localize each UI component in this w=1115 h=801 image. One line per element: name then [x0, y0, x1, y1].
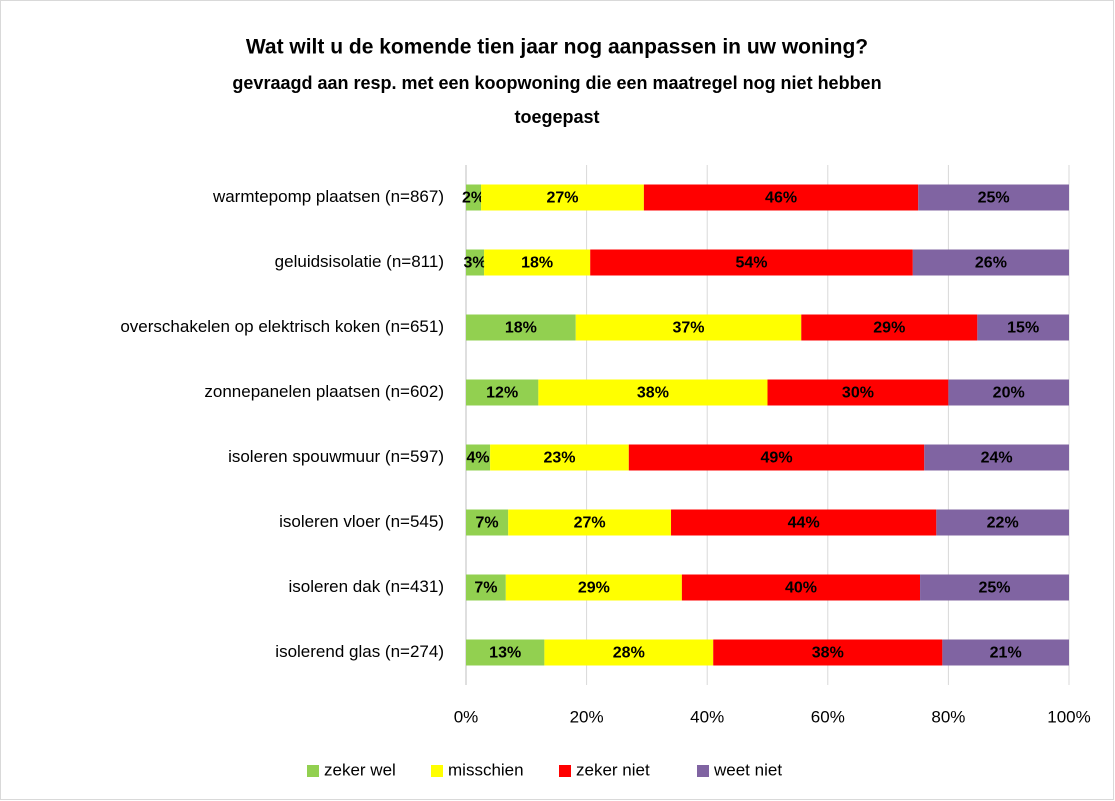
bar-segment: [538, 379, 768, 406]
data-label: 18%: [505, 320, 537, 337]
legend-swatch: [697, 765, 709, 777]
data-label: 18%: [521, 255, 553, 272]
data-label: 28%: [613, 645, 645, 662]
bar-segment: [713, 639, 943, 666]
data-label: 38%: [637, 385, 669, 402]
legend-swatch: [431, 765, 443, 777]
bar-segment: [575, 314, 802, 341]
data-label: 7%: [476, 515, 499, 532]
bar-segment: [466, 574, 506, 601]
y-tick-label: isoleren dak (n=431): [289, 577, 444, 596]
legend-swatch: [559, 765, 571, 777]
data-label: 21%: [990, 645, 1022, 662]
data-label: 27%: [574, 515, 606, 532]
bar-segment: [466, 444, 491, 471]
bar-segment: [924, 444, 1069, 471]
data-label: 27%: [546, 190, 578, 207]
bar-segment: [942, 639, 1069, 666]
data-label: 24%: [981, 450, 1013, 467]
legend-swatch: [307, 765, 319, 777]
data-label: 20%: [993, 385, 1025, 402]
y-tick-label: zonnepanelen plaatsen (n=602): [204, 382, 444, 401]
chart-subtitle: toegepast: [514, 107, 599, 127]
x-tick-label: 40%: [690, 707, 724, 726]
bar-segment: [466, 249, 485, 276]
bar-segment: [643, 184, 919, 211]
data-label: 46%: [765, 190, 797, 207]
bar-segment: [484, 249, 591, 276]
bar-segment: [801, 314, 978, 341]
x-tick-label: 100%: [1047, 707, 1090, 726]
y-tick-label: geluidsisolatie (n=811): [275, 252, 444, 271]
data-label: 12%: [486, 385, 518, 402]
data-label: 2%: [462, 190, 485, 207]
bar-segment: [466, 314, 576, 341]
data-label: 54%: [736, 255, 768, 272]
bar-segment: [977, 314, 1069, 341]
data-label: 44%: [788, 515, 820, 532]
bar-segment: [936, 509, 1069, 536]
legend-label: misschien: [448, 760, 524, 779]
bar-segment: [920, 574, 1069, 601]
bar-segment: [628, 444, 925, 471]
y-tick-label: isoleren spouwmuur (n=597): [228, 447, 444, 466]
y-tick-label: isoleren vloer (n=545): [279, 512, 444, 531]
data-label: 29%: [873, 320, 905, 337]
data-label: 25%: [978, 190, 1010, 207]
bar-segment: [671, 509, 937, 536]
x-tick-label: 20%: [570, 707, 604, 726]
data-label: 40%: [785, 580, 817, 597]
legend-label: zeker wel: [324, 760, 396, 779]
legend-label: zeker niet: [576, 760, 650, 779]
bar-segment: [490, 444, 629, 471]
chart-subtitle: gevraagd aan resp. met een koopwoning di…: [232, 73, 881, 93]
data-label: 13%: [489, 645, 521, 662]
bar-segment: [544, 639, 714, 666]
bar-segment: [918, 184, 1069, 211]
bar-segment: [767, 379, 949, 406]
data-label: 26%: [975, 255, 1007, 272]
y-tick-label: overschakelen op elektrisch koken (n=651…: [120, 317, 444, 336]
y-tick-label: isolerend glas (n=274): [275, 642, 444, 661]
data-label: 3%: [463, 255, 486, 272]
data-label: 49%: [761, 450, 793, 467]
bar-segment: [948, 379, 1069, 406]
bar-segment: [466, 509, 509, 536]
data-label: 38%: [812, 645, 844, 662]
chart-title: Wat wilt u de komende tien jaar nog aanp…: [246, 36, 868, 59]
data-label: 23%: [543, 450, 575, 467]
data-label: 37%: [672, 320, 704, 337]
data-label: 25%: [979, 580, 1011, 597]
data-label: 7%: [474, 580, 497, 597]
bar-segment: [508, 509, 672, 536]
bar-segment: [681, 574, 921, 601]
bar-segment: [505, 574, 682, 601]
bar-segment: [590, 249, 913, 276]
x-tick-label: 60%: [811, 707, 845, 726]
data-label: 4%: [466, 450, 489, 467]
bar-segment: [466, 379, 539, 406]
y-tick-label: warmtepomp plaatsen (n=867): [212, 187, 444, 206]
data-label: 30%: [842, 385, 874, 402]
data-label: 15%: [1007, 320, 1039, 337]
legend-label: weet niet: [713, 760, 782, 779]
x-tick-label: 0%: [454, 707, 479, 726]
bar-segment: [481, 184, 644, 211]
bar-segment: [466, 639, 545, 666]
x-tick-label: 80%: [931, 707, 965, 726]
data-label: 29%: [578, 580, 610, 597]
bar-segment: [912, 249, 1069, 276]
bar-segment: [466, 184, 482, 211]
data-label: 22%: [987, 515, 1019, 532]
